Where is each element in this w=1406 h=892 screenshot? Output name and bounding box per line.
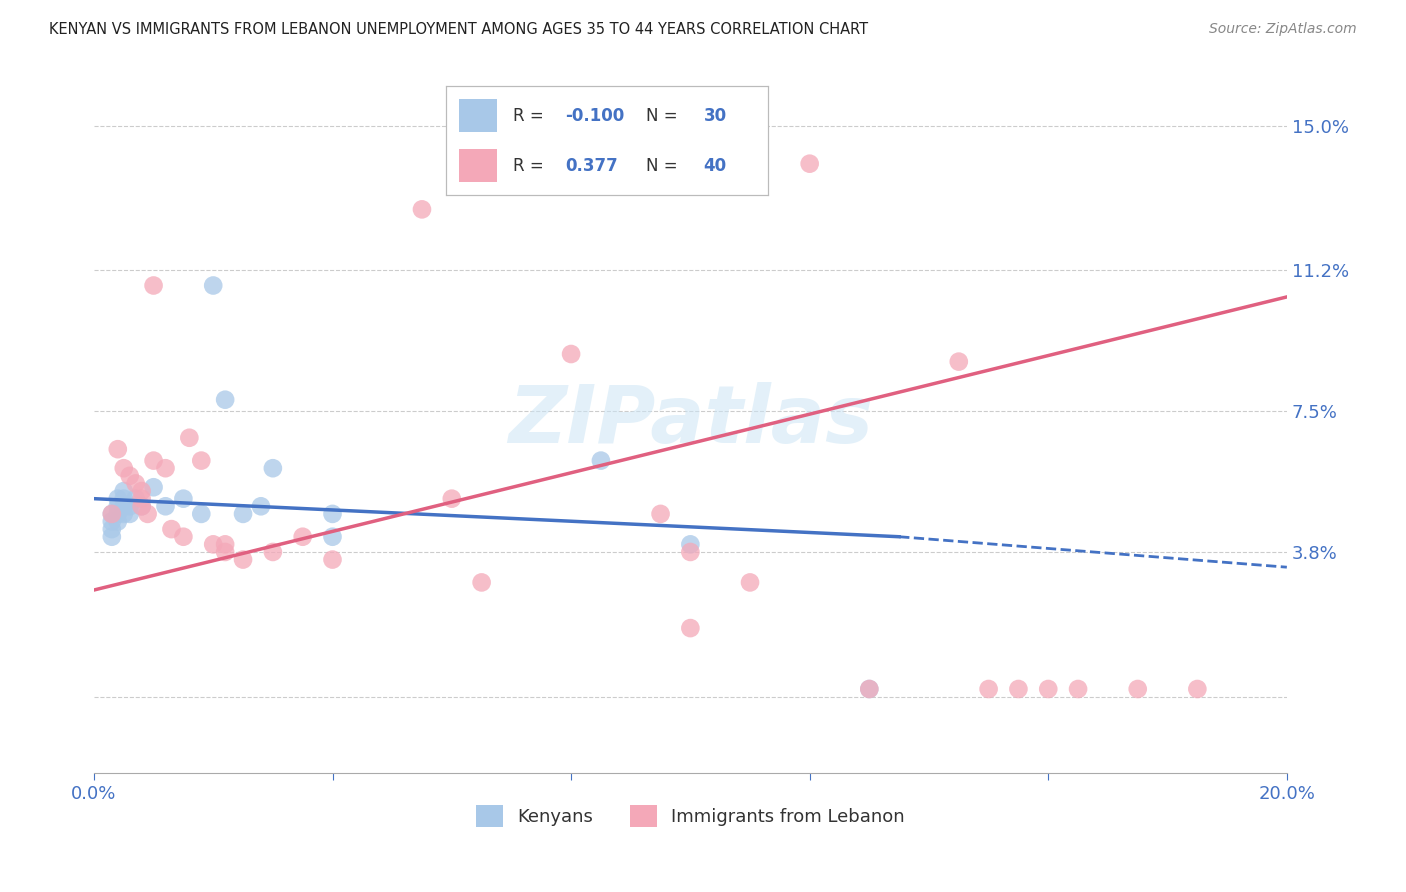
Point [118, 468, 141, 483]
Point [101, 507, 124, 521]
Point [799, 157, 821, 171]
Point [101, 507, 124, 521]
Point [214, 537, 236, 551]
Point [679, 537, 702, 551]
Point [125, 476, 148, 491]
Point [101, 515, 124, 529]
Point [107, 507, 129, 521]
Point [142, 480, 165, 494]
Point [250, 500, 273, 514]
Point [589, 453, 612, 467]
Text: KENYAN VS IMMIGRANTS FROM LEBANON UNEMPLOYMENT AMONG AGES 35 TO 44 YEARS CORRELA: KENYAN VS IMMIGRANTS FROM LEBANON UNEMPL… [49, 22, 869, 37]
Point [650, 507, 672, 521]
Point [321, 552, 343, 566]
Point [214, 392, 236, 407]
Point [321, 507, 343, 521]
Point [112, 507, 135, 521]
Point [679, 545, 702, 559]
Point [232, 507, 254, 521]
Point [977, 681, 1000, 696]
Point [738, 575, 761, 590]
Point [155, 461, 177, 475]
Point [1067, 681, 1090, 696]
Point [1187, 681, 1209, 696]
Point [131, 491, 153, 506]
Point [131, 500, 153, 514]
Point [858, 681, 880, 696]
Point [1038, 681, 1060, 696]
Point [112, 500, 135, 514]
Point [202, 278, 225, 293]
Point [112, 491, 135, 506]
Point [131, 484, 153, 499]
Point [107, 442, 129, 457]
Point [411, 202, 433, 217]
Point [125, 491, 148, 506]
Point [136, 507, 159, 521]
Point [118, 500, 141, 514]
Point [101, 530, 124, 544]
Point [679, 621, 702, 635]
Point [214, 545, 236, 559]
Point [262, 545, 284, 559]
Point [107, 515, 129, 529]
Point [1007, 681, 1029, 696]
Point [112, 461, 135, 475]
Point [190, 507, 212, 521]
Point [107, 500, 129, 514]
Point [190, 453, 212, 467]
Point [560, 347, 582, 361]
Point [112, 484, 135, 499]
Legend: Kenyans, Immigrants from Lebanon: Kenyans, Immigrants from Lebanon [468, 797, 912, 834]
Point [948, 354, 970, 368]
Point [262, 461, 284, 475]
Y-axis label: Unemployment Among Ages 35 to 44 years: Unemployment Among Ages 35 to 44 years [0, 253, 7, 588]
Point [179, 431, 201, 445]
Point [155, 500, 177, 514]
Point [232, 552, 254, 566]
Point [101, 522, 124, 536]
Text: ZIPatlas: ZIPatlas [508, 382, 873, 459]
Point [471, 575, 494, 590]
Text: Source: ZipAtlas.com: Source: ZipAtlas.com [1209, 22, 1357, 37]
Point [321, 530, 343, 544]
Point [440, 491, 463, 506]
Point [291, 530, 314, 544]
Point [142, 278, 165, 293]
Point [160, 522, 183, 536]
Point [142, 453, 165, 467]
Point [107, 491, 129, 506]
Point [172, 491, 194, 506]
Point [202, 537, 225, 551]
Point [1126, 681, 1149, 696]
Point [131, 500, 153, 514]
Point [118, 507, 141, 521]
Point [172, 530, 194, 544]
Point [858, 681, 880, 696]
